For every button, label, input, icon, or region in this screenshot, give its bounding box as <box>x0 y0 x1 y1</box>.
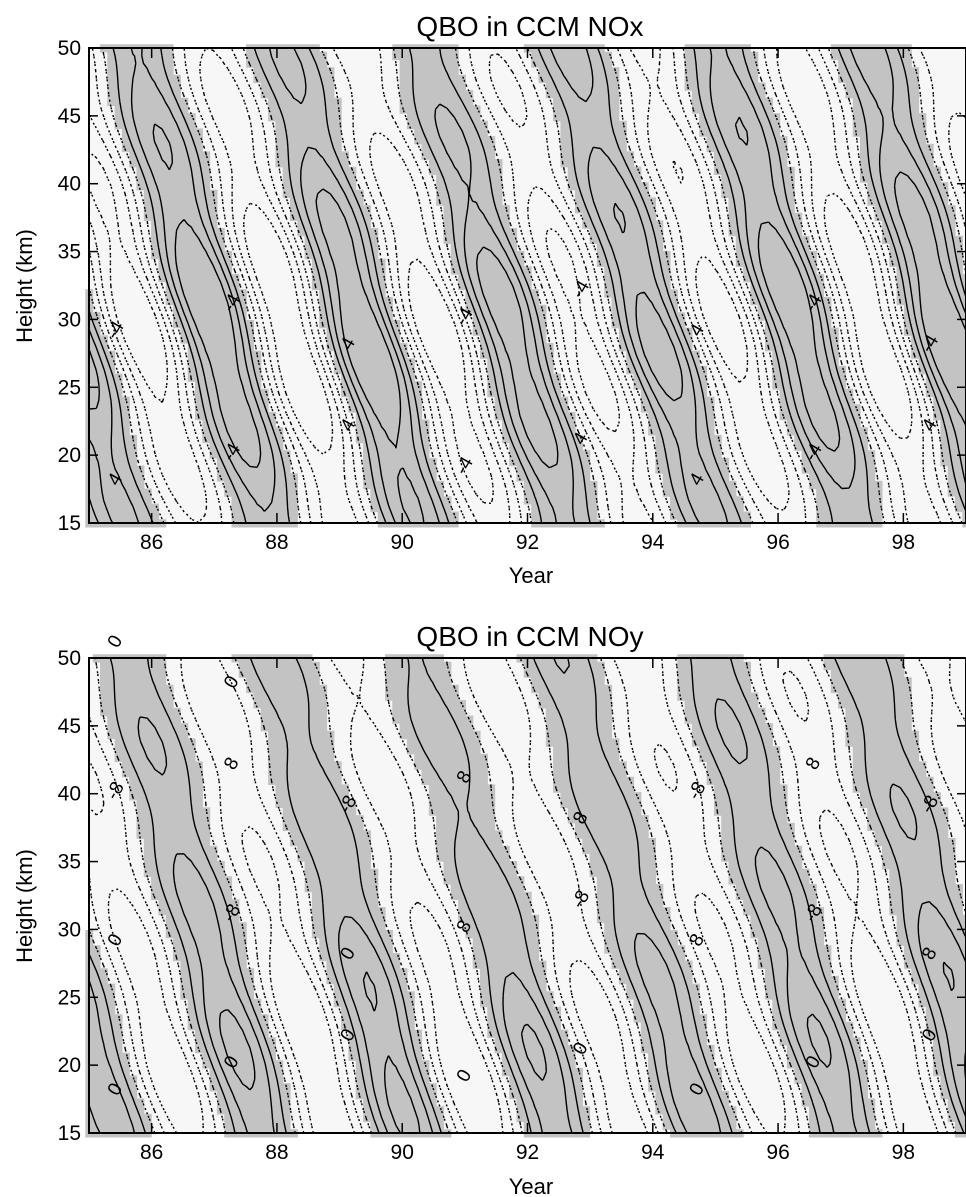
contour-line-level-0 <box>88 47 966 524</box>
x-tick-label: 92 <box>516 531 539 554</box>
y-tick-label: 45 <box>58 105 81 128</box>
y-tick-label: 20 <box>58 444 81 467</box>
x-tick-label: 96 <box>766 531 789 554</box>
contour-line-level-8 <box>88 657 966 1134</box>
contour-line-level--16 <box>88 670 939 1134</box>
y-tick-label: 25 <box>58 986 81 1009</box>
y-tick-label: 35 <box>58 241 81 264</box>
y-tick-label: 50 <box>58 647 81 670</box>
contour-line-level-0 <box>88 657 966 1134</box>
y-axis-label: Height (km) <box>12 849 37 963</box>
x-tick-label: 96 <box>766 1141 789 1164</box>
contour-label: 0 <box>104 632 127 652</box>
shaded-region <box>85 654 966 1138</box>
positive-shading <box>85 44 966 528</box>
positive-shading <box>85 654 966 1138</box>
y-tick-label: 30 <box>58 918 81 941</box>
x-tick-label: 86 <box>140 1141 163 1164</box>
noy-contour-chart: QBO in CCM NOy 000000000-808-88-88-88-88… <box>12 621 966 1197</box>
y-tick-label: 25 <box>58 376 81 399</box>
nox-panel: QBO in CCM NOx 4 -4 4 -4 4 4 -4 4 -4 -4 4 -4 -4 4 -4 -4… <box>0 0 966 598</box>
x-tick-label: 92 <box>516 1141 539 1164</box>
y-tick-label: 35 <box>58 851 81 874</box>
contour-line-level-16 <box>88 657 966 1134</box>
y-tick-label: 50 <box>58 37 81 60</box>
y-tick-label: 40 <box>58 783 81 806</box>
contour-line-level-4 <box>88 47 966 524</box>
y-tick-label: 30 <box>58 308 81 331</box>
contour-lines <box>88 657 966 1134</box>
contour-line-level-12 <box>88 116 966 524</box>
y-tick-label: 15 <box>58 1122 81 1145</box>
chart-title: QBO in CCM NOx <box>416 11 643 42</box>
contour-line-level--8 <box>88 47 966 524</box>
contour-line-level--12 <box>88 151 913 504</box>
y-axis-label: Height (km) <box>12 229 37 343</box>
x-axis-label: Year <box>509 563 553 588</box>
x-tick-label: 90 <box>391 1141 414 1164</box>
x-tick-label: 88 <box>265 1141 288 1164</box>
x-tick-label: 94 <box>641 1141 665 1164</box>
x-tick-label: 94 <box>641 531 665 554</box>
x-tick-label: 88 <box>265 531 288 554</box>
contour-line-level--8 <box>88 657 966 1134</box>
x-tick-label: 90 <box>391 531 414 554</box>
nox-contour-chart: QBO in CCM NOx 4-44-444-44-4-44-4-44-4-4… <box>12 11 966 588</box>
contour-line-level-24 <box>219 961 966 1134</box>
chart-title: QBO in CCM NOy <box>416 621 643 652</box>
shaded-region <box>85 44 966 528</box>
x-tick-label: 86 <box>140 531 163 554</box>
x-tick-label: 98 <box>892 531 915 554</box>
contour-line-level-8 <box>88 47 966 524</box>
noy-panel: QBO in CCM NOy 0 0 0 0 0 0 0 0 0 -8 0 8 -8 8 -8 8 -8 8 -8 8… <box>0 610 966 1197</box>
x-tick-label: 98 <box>892 1141 915 1164</box>
y-tick-label: 15 <box>58 512 81 535</box>
y-tick-label: 40 <box>58 173 81 196</box>
y-tick-label: 20 <box>58 1054 81 1077</box>
y-tick-label: 45 <box>58 715 81 738</box>
x-axis-label: Year <box>509 1174 553 1197</box>
contour-lines <box>88 47 966 524</box>
